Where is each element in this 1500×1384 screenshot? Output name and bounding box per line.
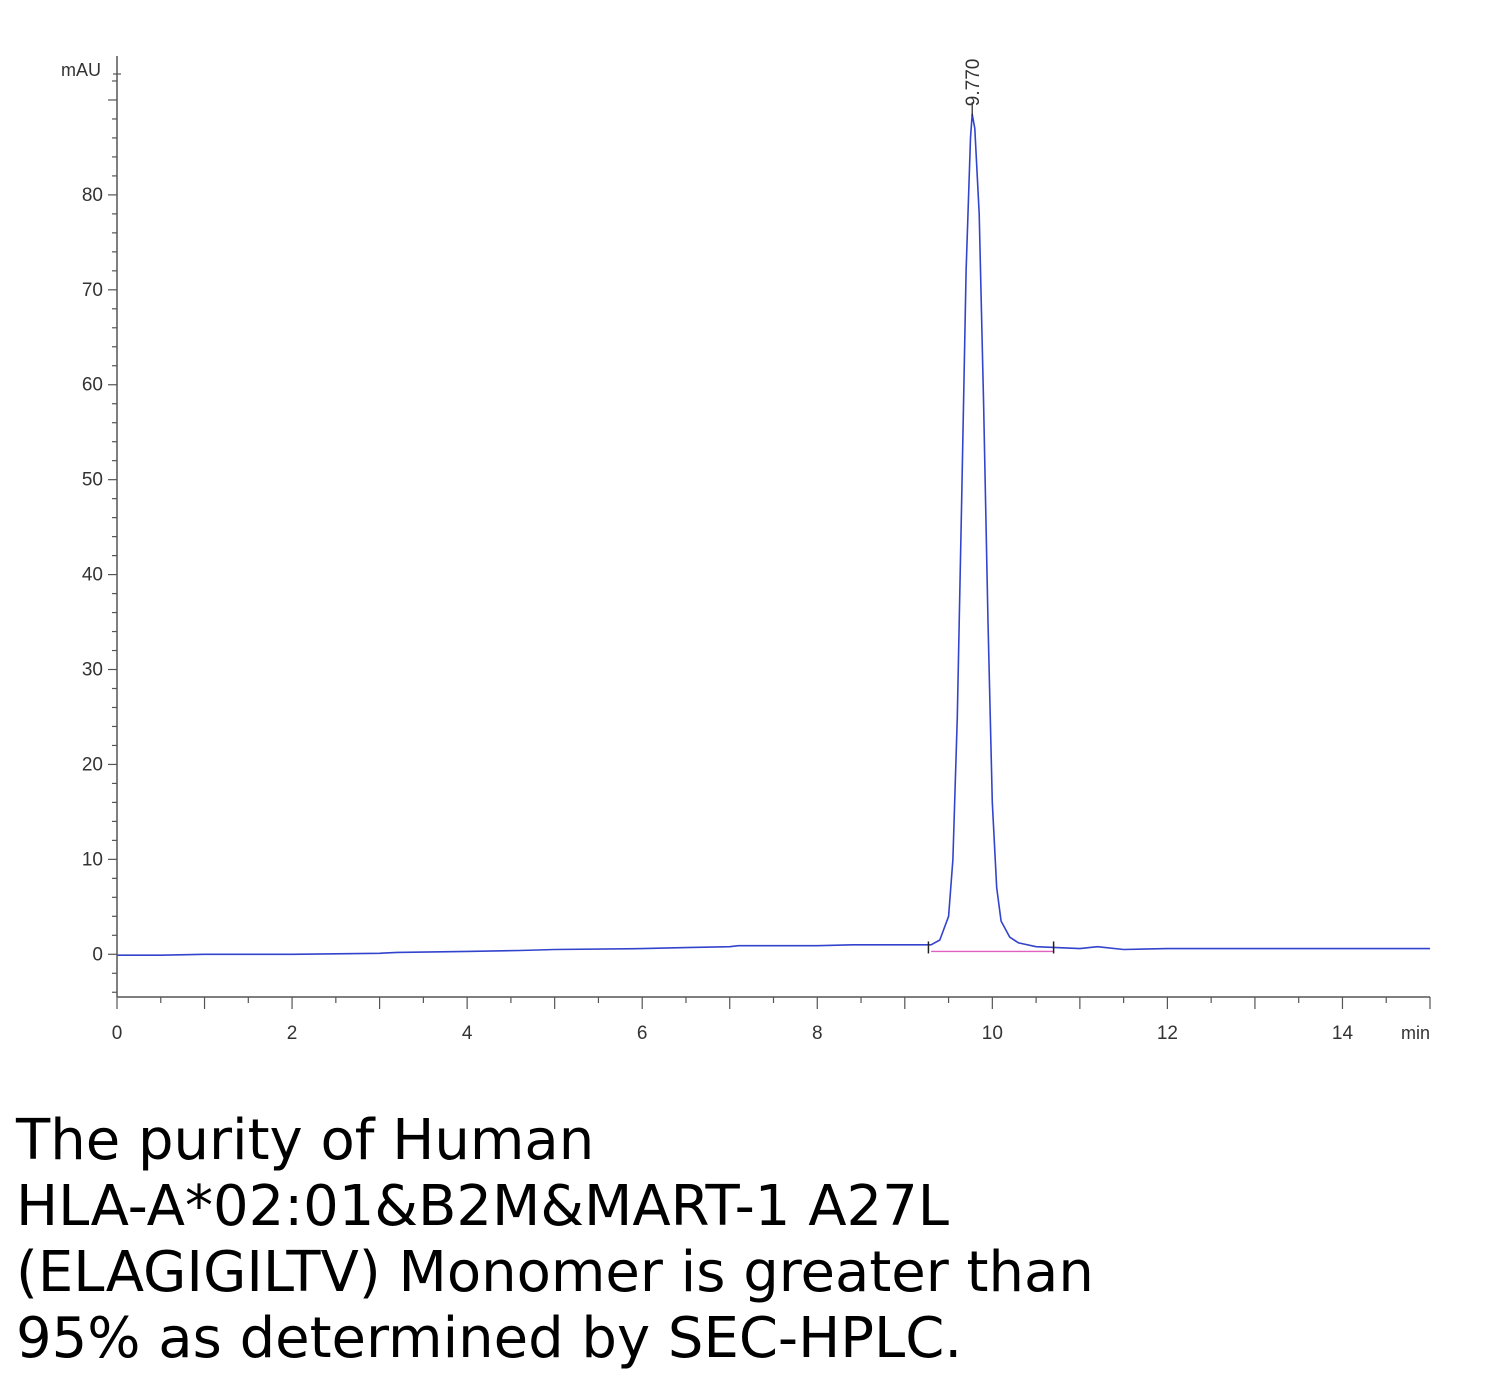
x-tick-label: 0: [112, 1023, 123, 1044]
caption: The purity of Human HLA-A*02:01&B2M&MART…: [16, 1108, 1476, 1372]
caption-line-3: (ELAGIGILTV) Monomer is greater than: [16, 1240, 1094, 1305]
chromatogram-chart: 0 10 20 30 40 50 60 70 80 mAU 0 2 4 6 8 10 12 14 min 9.77…: [61, 56, 1431, 1044]
x-tick-label: 6: [637, 1023, 648, 1044]
series-layer: [117, 113, 1430, 957]
y-tick-label: 70: [82, 280, 103, 301]
x-axis: 0 2 4 6 8 10 12 14 min: [112, 996, 1431, 1044]
y-tick-label: 20: [82, 754, 103, 775]
caption-line-4: 95% as determined by SEC-HPLC.: [16, 1306, 963, 1371]
x-tick-label: 12: [1157, 1023, 1178, 1044]
x-tick-label: 8: [812, 1023, 823, 1044]
x-tick-label: 4: [462, 1023, 473, 1044]
x-unit-label: min: [1401, 1023, 1430, 1043]
y-tick-label: 30: [82, 660, 103, 681]
caption-line-2: HLA-A*02:01&B2M&MART-1 A27L: [16, 1174, 949, 1239]
y-tick-label: 60: [82, 375, 103, 396]
y-tick-label: 10: [82, 849, 103, 870]
caption-line-1: The purity of Human: [16, 1108, 595, 1173]
y-tick-label: 80: [82, 185, 103, 206]
y-tick-label: 40: [82, 565, 103, 586]
signal-trace: [117, 113, 1430, 957]
annotation-layer: 9.770: [927, 59, 1055, 954]
y-tick-label: 50: [82, 470, 103, 491]
y-tick-label: 0: [92, 944, 103, 965]
x-tick-label: 14: [1332, 1023, 1354, 1044]
peak-label: 9.770: [963, 59, 984, 107]
x-tick-label: 10: [982, 1023, 1003, 1044]
y-unit-label: mAU: [61, 60, 101, 80]
y-axis: 0 10 20 30 40 50 60 70 80 mAU: [61, 56, 121, 997]
x-tick-label: 2: [287, 1023, 298, 1044]
